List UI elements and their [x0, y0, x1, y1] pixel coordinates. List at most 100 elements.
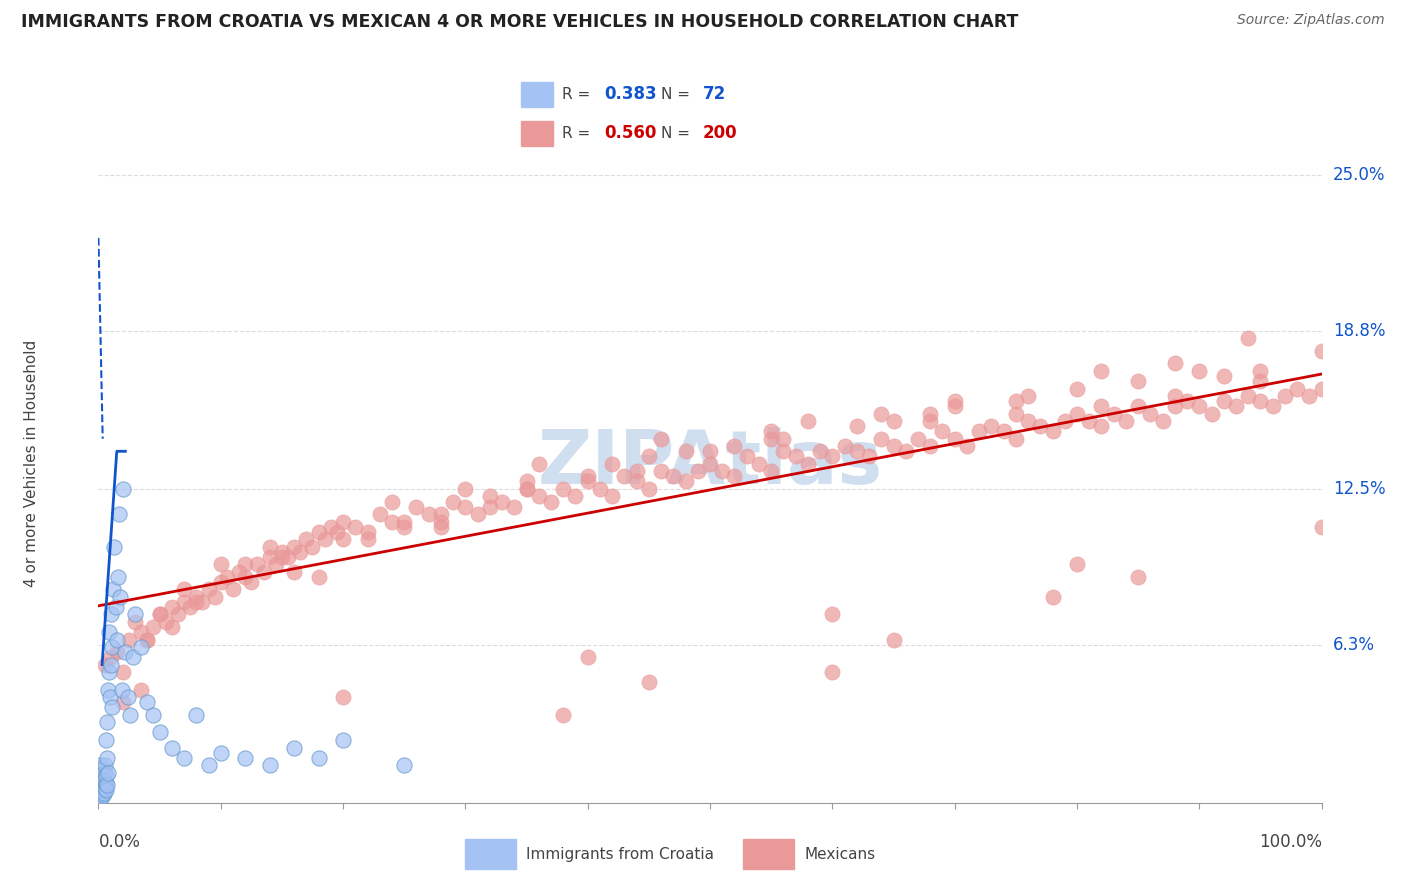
- Point: [90, 780, 112, 795]
- Point: [1298, 389, 1320, 403]
- Point: [283, 540, 305, 554]
- Point: [283, 565, 305, 579]
- Point: [332, 690, 354, 705]
- Point: [589, 482, 612, 496]
- Point: [675, 444, 697, 458]
- Point: [516, 475, 538, 489]
- Point: [259, 758, 281, 772]
- Point: [392, 515, 416, 529]
- Point: [381, 494, 404, 508]
- Point: [418, 507, 440, 521]
- Point: [956, 439, 979, 453]
- Point: [576, 469, 599, 483]
- Point: [91, 789, 114, 803]
- Point: [1212, 394, 1234, 409]
- Point: [173, 750, 195, 764]
- Point: [1004, 394, 1026, 409]
- Text: Source: ZipAtlas.com: Source: ZipAtlas.com: [1237, 13, 1385, 28]
- Point: [564, 490, 586, 504]
- Point: [89, 783, 111, 797]
- Point: [761, 464, 783, 478]
- Point: [1250, 394, 1272, 409]
- Point: [613, 469, 636, 483]
- Point: [93, 657, 115, 672]
- Point: [1128, 374, 1150, 388]
- Point: [246, 558, 269, 572]
- Point: [89, 778, 111, 792]
- Point: [136, 632, 159, 647]
- Point: [270, 545, 294, 559]
- Point: [576, 650, 599, 665]
- Point: [136, 632, 159, 647]
- Point: [89, 789, 111, 803]
- Point: [186, 590, 208, 604]
- Point: [1004, 432, 1026, 446]
- Point: [332, 532, 354, 546]
- Point: [295, 532, 318, 546]
- Text: 0.383: 0.383: [605, 86, 657, 103]
- Point: [1128, 570, 1150, 584]
- Point: [858, 450, 880, 464]
- Point: [1164, 356, 1187, 370]
- Point: [233, 558, 256, 572]
- Point: [314, 532, 336, 546]
- Point: [467, 507, 489, 521]
- Text: 25.0%: 25.0%: [1333, 166, 1385, 184]
- Point: [845, 444, 868, 458]
- Point: [111, 665, 134, 680]
- Point: [883, 439, 905, 453]
- Point: [772, 432, 794, 446]
- Point: [186, 595, 208, 609]
- Point: [101, 700, 124, 714]
- Bar: [744, 839, 794, 869]
- Point: [1090, 419, 1112, 434]
- Point: [110, 590, 132, 604]
- Point: [1175, 394, 1198, 409]
- Point: [90, 775, 112, 789]
- Point: [454, 500, 477, 514]
- Point: [1261, 399, 1284, 413]
- Text: 12.5%: 12.5%: [1333, 480, 1385, 498]
- Point: [699, 444, 721, 458]
- Point: [100, 650, 122, 665]
- Point: [326, 524, 349, 539]
- Point: [772, 444, 794, 458]
- Point: [637, 482, 661, 496]
- Point: [1237, 389, 1260, 403]
- Point: [907, 432, 929, 446]
- Point: [270, 549, 294, 564]
- Point: [93, 778, 115, 792]
- Point: [124, 615, 146, 629]
- Point: [142, 620, 165, 634]
- Point: [93, 773, 115, 788]
- Point: [155, 615, 177, 629]
- Point: [319, 519, 342, 533]
- Point: [1004, 407, 1026, 421]
- Point: [117, 690, 139, 705]
- Point: [259, 540, 281, 554]
- Point: [527, 490, 550, 504]
- Point: [111, 682, 134, 697]
- Point: [1225, 399, 1247, 413]
- Point: [173, 595, 195, 609]
- Point: [1066, 382, 1088, 396]
- Point: [1188, 399, 1211, 413]
- Bar: [465, 839, 516, 869]
- Point: [454, 482, 477, 496]
- Point: [516, 482, 538, 496]
- Point: [90, 773, 112, 788]
- Point: [101, 640, 124, 654]
- Text: R =: R =: [562, 87, 591, 102]
- Point: [637, 450, 661, 464]
- Point: [1078, 414, 1101, 428]
- Bar: [520, 120, 553, 146]
- Point: [209, 558, 232, 572]
- Point: [1139, 407, 1161, 421]
- Point: [149, 607, 172, 622]
- Point: [344, 519, 367, 533]
- Point: [503, 500, 526, 514]
- Point: [107, 570, 129, 584]
- Point: [993, 424, 1015, 438]
- Point: [870, 407, 893, 421]
- Point: [89, 775, 111, 789]
